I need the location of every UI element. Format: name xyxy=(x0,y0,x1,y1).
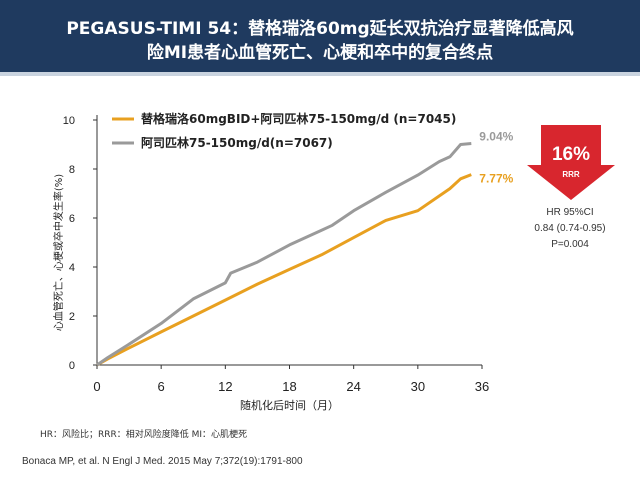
x-tick-label: 30 xyxy=(411,379,425,394)
page-title-line2: 险MI患者心血管死亡、心梗和卒中的复合终点 xyxy=(146,43,494,63)
chart-lines: 7.77% 9.04% xyxy=(96,130,514,367)
hr-stats-line: P=0.004 xyxy=(551,239,589,250)
series-line xyxy=(96,142,472,367)
y-tick-label: 4 xyxy=(69,262,75,274)
y-tick-label: 6 xyxy=(69,213,75,225)
rrr-value: 16% xyxy=(552,144,590,165)
y-tick-label: 2 xyxy=(69,311,75,323)
hr-stats-line: HR 95%CI xyxy=(546,207,594,218)
x-axis-label: 随机化后时间（月） xyxy=(240,398,339,412)
x-tick-label: 36 xyxy=(475,379,489,394)
chart-legend: 替格瑞洛60mgBID+阿司匹林75-150mg/d (n=7045) 阿司匹林7… xyxy=(112,111,456,150)
header-banner: PEGASUS-TIMI 54：替格瑞洛60mg延长双抗治疗显著降低高风 险MI… xyxy=(0,0,640,76)
x-tick-label: 6 xyxy=(158,379,165,394)
rrr-arrow: 16% RRR xyxy=(527,125,615,200)
y-tick-label: 8 xyxy=(69,164,75,176)
x-tick-label: 18 xyxy=(282,379,296,394)
page-title-line1: PEGASUS-TIMI 54：替格瑞洛60mg延长双抗治疗显著降低高风 xyxy=(66,19,574,39)
series-line xyxy=(96,173,472,367)
y-axis-label: 心血管死亡、心梗或卒中发生率(%) xyxy=(52,174,65,331)
x-tick-label: 12 xyxy=(218,379,232,394)
x-tick-label: 0 xyxy=(93,379,100,394)
footnote: HR：风险比；RRR：相对风险度降低 MI：心肌梗死 xyxy=(40,430,248,440)
legend-entry: 替格瑞洛60mgBID+阿司匹林75-150mg/d (n=7045) xyxy=(141,111,456,126)
rrr-arrow-shape xyxy=(527,125,615,200)
series-end-label: 9.04% xyxy=(479,130,513,144)
series-end-label: 7.77% xyxy=(479,172,513,186)
legend-entry: 阿司匹林75-150mg/d(n=7067) xyxy=(141,135,333,150)
y-tick-label: 0 xyxy=(69,360,75,372)
rrr-label: RRR xyxy=(562,170,580,179)
hr-stats-line: 0.84 (0.74-0.95) xyxy=(534,223,606,234)
y-tick-label: 10 xyxy=(63,115,75,127)
x-tick-label: 24 xyxy=(346,379,360,394)
citation: Bonaca MP, et al. N Engl J Med. 2015 May… xyxy=(22,456,303,467)
hr-stats: HR 95%CI 0.84 (0.74-0.95) P=0.004 xyxy=(520,205,620,253)
